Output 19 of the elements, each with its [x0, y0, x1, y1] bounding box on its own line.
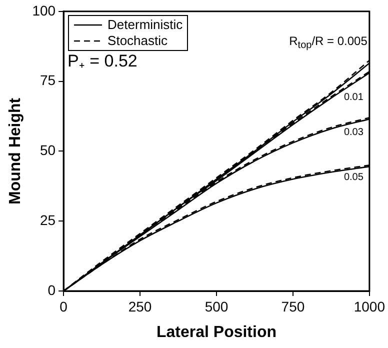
y-tick-label: 50 [40, 142, 56, 158]
x-tick-label: 1000 [354, 298, 386, 314]
x-tick-label: 250 [128, 298, 152, 314]
x-tick-label: 750 [281, 298, 305, 314]
annotation: P₊ = 0.52 [68, 52, 138, 71]
legend-label: Stochastic [108, 33, 168, 50]
y-tick-label: 100 [32, 2, 56, 18]
annotation: 0.03 [344, 127, 364, 138]
x-tick-label: 500 [204, 298, 228, 314]
legend-label: Deterministic [108, 17, 183, 34]
y-tick-label: 0 [48, 282, 56, 298]
annotation: R$_{top}$/R = 0.005 [289, 34, 368, 52]
y-tick-label: 75 [40, 72, 56, 88]
y-tick-label: 25 [40, 212, 56, 228]
x-tick-label: 0 [60, 298, 68, 314]
y-axis-title: Mound Height [7, 97, 24, 205]
annotation: 0.01 [344, 92, 364, 104]
annotation: 0.05 [344, 172, 364, 184]
x-axis-title: Lateral Position [156, 324, 277, 341]
